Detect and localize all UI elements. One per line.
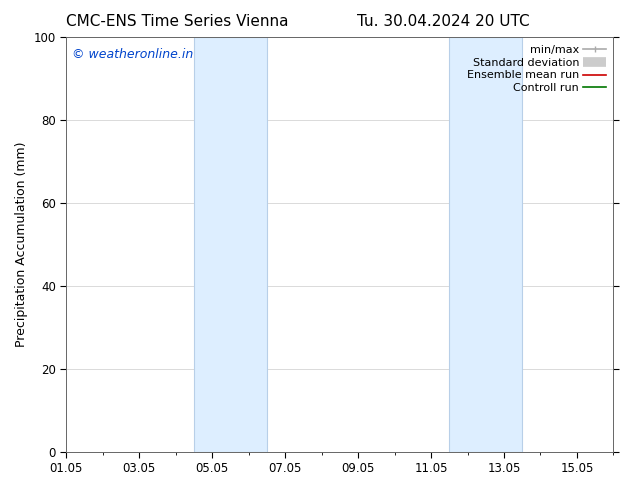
Text: © weatheronline.in: © weatheronline.in [72, 48, 193, 60]
Text: CMC-ENS Time Series Vienna: CMC-ENS Time Series Vienna [67, 14, 288, 29]
Bar [450, 37, 522, 452]
Legend: min/max, Standard deviation, Ensemble mean run, Controll run: min/max, Standard deviation, Ensemble me… [465, 43, 608, 96]
Y-axis label: Precipitation Accumulation (mm): Precipitation Accumulation (mm) [15, 142, 28, 347]
Bar [194, 37, 267, 452]
Text: Tu. 30.04.2024 20 UTC: Tu. 30.04.2024 20 UTC [358, 14, 530, 29]
